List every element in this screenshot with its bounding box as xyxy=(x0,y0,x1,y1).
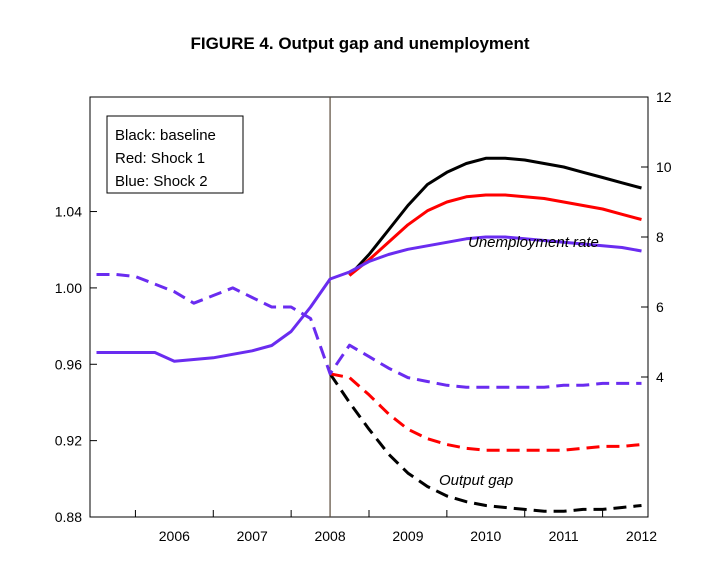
chart-title: FIGURE 4. Output gap and unemployment xyxy=(190,34,530,53)
y-right-tick-label: 6 xyxy=(656,299,664,315)
legend-box: Black: baseline Red: Shock 1 Blue: Shock… xyxy=(106,115,244,194)
y-left-tick-label: 1.00 xyxy=(55,280,82,296)
y-right-tick-label: 10 xyxy=(656,159,672,175)
y-left-tick-label: 0.88 xyxy=(55,509,82,525)
series-layer xyxy=(96,156,642,513)
series-line-output-gap xyxy=(329,372,642,452)
series-line-unemployment xyxy=(348,193,642,277)
y-right-tick-label: 4 xyxy=(656,369,664,385)
y-left-tick-label: 1.04 xyxy=(55,204,82,220)
legend-item-shock2: Blue: Shock 2 xyxy=(115,173,208,190)
annotation-unemployment-rate: Unemployment rate xyxy=(468,234,599,251)
x-tick-label: 2011 xyxy=(549,528,579,544)
y-axis-right: 4 6 8 10 12 xyxy=(641,89,672,385)
legend-item-shock1: Red: Shock 1 xyxy=(115,150,205,167)
series-line-output-gap xyxy=(328,372,642,513)
x-tick-label: 2010 xyxy=(470,528,501,544)
y-left-tick-label: 0.96 xyxy=(55,356,82,372)
y-left-tick-label: 0.92 xyxy=(55,433,82,449)
annotation-output-gap: Output gap xyxy=(439,472,513,489)
x-tick-label: 2008 xyxy=(314,528,345,544)
x-tick-label: 2009 xyxy=(392,528,423,544)
series-line-output-gap xyxy=(96,273,642,389)
series-line-unemployment xyxy=(96,235,642,363)
x-tick-label: 2006 xyxy=(159,528,190,544)
y-axis-left: 0.88 0.92 0.96 1.00 1.04 xyxy=(55,204,97,525)
x-axis: 2006 2007 2008 2009 2010 2011 2012 xyxy=(134,510,657,544)
y-right-tick-label: 12 xyxy=(656,89,672,105)
y-right-tick-label: 8 xyxy=(656,229,664,245)
x-tick-label: 2012 xyxy=(626,528,657,544)
legend-frame xyxy=(106,115,244,194)
legend-item-baseline: Black: baseline xyxy=(115,127,216,144)
x-tick-label: 2007 xyxy=(237,528,268,544)
series-line-unemployment xyxy=(348,156,642,277)
